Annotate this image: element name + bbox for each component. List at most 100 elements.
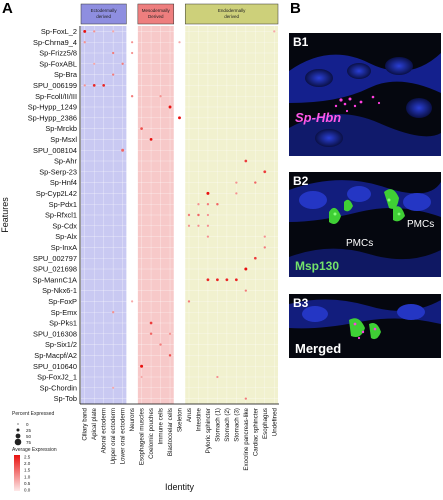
color-legend-title: Average Expression (12, 447, 57, 453)
dot-3 (273, 30, 276, 33)
y-tick-label-0: Sp-FoxL_2 (41, 27, 77, 36)
stain-label-b3: Merged (295, 341, 342, 356)
dot-51 (149, 332, 153, 336)
y-tick-label-8: Sp-Hypp_2386 (28, 113, 77, 122)
pmc-annotation-left: PMCs (346, 238, 374, 249)
y-tick-label-17: Sp-Rfxcl1 (45, 211, 77, 220)
y-tick-label-14: Sp-Hnf4 (50, 178, 77, 187)
dot-18 (178, 116, 181, 120)
dot-32 (197, 213, 200, 217)
dot-25 (254, 181, 257, 184)
micro-image-b2 (289, 172, 441, 277)
dot-24 (235, 181, 238, 184)
color-legend-tick-2: 1.5 (24, 468, 31, 473)
dot-52 (168, 332, 172, 335)
y-tick-label-28: SPU_016308 (33, 329, 77, 338)
dot-13 (92, 84, 96, 87)
size-legend-label-3: 75 (26, 440, 32, 445)
y-tick-label-33: Sp-Chordin (40, 383, 77, 392)
micro-image-b1 (289, 33, 441, 156)
size-legend-dot-0 (17, 423, 19, 425)
x-tick-label-18: Cardiac sphincter (252, 408, 259, 456)
dot-17 (168, 105, 172, 109)
dot-9 (93, 62, 96, 65)
dot-39 (263, 246, 266, 249)
x-tick-label-2: Aboral ectoderm (101, 408, 108, 453)
dot-48 (187, 300, 191, 303)
x-tick-label-14: Stomach (1) (214, 408, 221, 442)
dot-53 (159, 343, 162, 346)
y-tick-label-15: Sp-Cyp2L42 (36, 189, 77, 198)
y-tick-label-18: Sp-Cdx (52, 221, 77, 230)
dot-5 (131, 41, 134, 44)
dot-26 (206, 191, 210, 195)
y-tick-label-4: Sp-Bra (54, 70, 78, 79)
dot-30 (216, 202, 219, 206)
dot-8 (131, 51, 134, 55)
group-header-label-2: Endodermally derived (218, 8, 246, 19)
dot-33 (206, 213, 210, 217)
y-tick-label-19: Sp-Alx (55, 232, 77, 241)
micro-image-b3 (289, 294, 441, 358)
y-tick-label-13: Sp-Serp-23 (39, 167, 77, 176)
micro-panel-b1: B1 Sp-Hbn (289, 33, 441, 156)
dot-19 (140, 127, 143, 130)
y-tick-label-29: Sp-Six1/2 (45, 340, 77, 349)
dot-11 (112, 73, 115, 76)
dot-54 (168, 354, 172, 357)
dot-43 (216, 278, 219, 282)
x-tick-label-11: Anus (186, 408, 193, 422)
dot-58 (112, 386, 115, 389)
color-legend-tick-0: 2.5 (24, 455, 31, 460)
dot-49 (112, 311, 115, 314)
x-tick-label-4: Lower oral ectoderm (120, 408, 127, 464)
x-tick-label-13: Pyloric sphincter (205, 408, 212, 453)
dot-0 (83, 29, 87, 33)
dot-55 (140, 364, 144, 368)
dot-16 (159, 95, 162, 98)
x-tick-label-0: Ciliary band (82, 407, 89, 440)
y-tick-label-25: Sp-FoxP (48, 297, 77, 306)
dot-2 (112, 30, 115, 33)
micro-panel-b3: B3 Merged (289, 294, 441, 358)
dot-46 (244, 289, 247, 292)
x-tick-label-17: Exocrine pancreas-like (243, 407, 250, 470)
y-tick-label-30: Sp-Macpf/A2 (34, 351, 77, 360)
dot-57 (216, 375, 219, 379)
group-header-label-1: Mesodermally Derived (142, 8, 171, 19)
panel-a-label: A (2, 0, 13, 17)
color-legend-tick-4: 0.5 (24, 481, 31, 486)
size-legend-label-1: 25 (26, 428, 32, 433)
x-tick-label-1: Apical plate (91, 407, 98, 440)
dot-10 (121, 62, 124, 65)
y-tick-label-27: Sp-Pks1 (49, 319, 77, 328)
dot-23 (263, 170, 267, 174)
size-legend-dot-2 (15, 433, 21, 439)
dot-59 (244, 397, 247, 400)
y-tick-label-20: Sp-InxA (51, 243, 77, 252)
x-tick-label-9: Blastocoelar cells (167, 408, 174, 456)
dot-50 (149, 321, 153, 325)
y-tick-label-10: Sp-Msxl (50, 135, 77, 144)
dot-21 (121, 148, 125, 152)
dot-22 (244, 159, 248, 163)
micro-label-b3: B3 (293, 296, 309, 310)
x-tick-label-19: Esophagus (262, 408, 269, 439)
group-header-0 (80, 3, 127, 25)
dot-27 (235, 192, 238, 195)
dot-plot-chart: Ectodermally derived Mesodermally Derived En… (0, 3, 279, 493)
stain-label-b2: Msp130 (295, 259, 340, 273)
size-legend-dot-3 (14, 438, 22, 446)
dot-38 (263, 235, 266, 238)
dot-31 (187, 213, 191, 217)
micro-label-b2: B2 (293, 174, 309, 188)
dot-15 (130, 95, 134, 98)
y-tick-label-2: Sp-Frizz5/8 (39, 49, 77, 58)
micro-label-b1: B1 (293, 35, 309, 49)
panel-b-label: B (290, 0, 301, 17)
y-tick-label-12: Sp-Ahr (54, 157, 78, 166)
group-header-label-0: Ectodermally derived (91, 8, 118, 19)
dot-40 (253, 256, 257, 260)
x-tick-label-20: Undefined (271, 407, 278, 436)
dot-29 (206, 203, 210, 206)
